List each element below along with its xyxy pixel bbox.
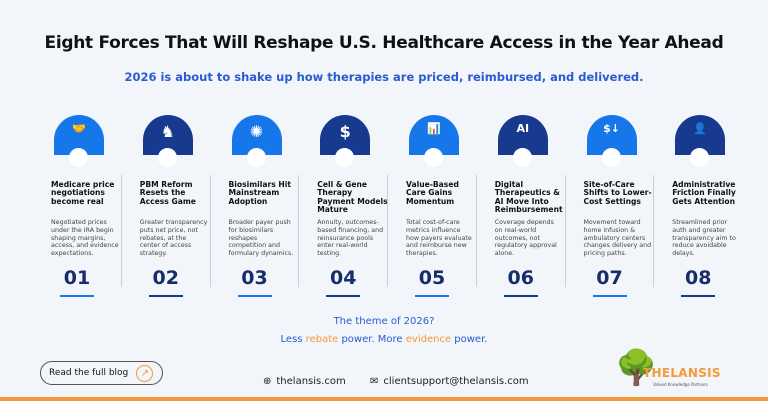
handshake-icon: 🤝: [72, 122, 86, 135]
page-title: Eight Forces That Will Reshape U.S. Heal…: [44, 33, 724, 53]
force-number: 01: [63, 267, 91, 289]
connector-dot: [157, 148, 177, 167]
dollar-document-icon: $: [339, 122, 351, 141]
number-underline: [415, 295, 449, 297]
force-heading: Biosimilars Hit Mainstream Adoption: [228, 180, 291, 206]
arrow-up-right-icon: ↗: [136, 364, 154, 382]
force-number: 04: [330, 267, 357, 289]
connector-dot: [424, 148, 443, 167]
number-underline: [326, 295, 361, 297]
column-divider: [209, 175, 211, 287]
forces-list: 🤝 Medicare price negotiations become rea…: [33, 113, 743, 303]
theme-evidence: evidence: [405, 334, 452, 345]
force-card: 👤 Administrative Friction Finally Gets A…: [654, 113, 743, 303]
theme-statement: Less rebate power. More evidence power.: [0, 334, 768, 345]
growth-idea-icon: ✺: [249, 122, 264, 141]
force-heading: Cell & Gene Therapy Payment Models Matur…: [317, 180, 388, 214]
email-text: clientsupport@thelansis.com: [383, 376, 529, 387]
website-link[interactable]: ⊕ thelansis.com: [263, 376, 346, 387]
page-subtitle: 2026 is about to shake up how therapies …: [124, 70, 644, 84]
force-description: Total cost-of-care metrics influence how…: [406, 219, 472, 258]
force-heading: Administrative Friction Finally Gets Att…: [672, 180, 736, 206]
number-underline: [503, 295, 538, 297]
force-number: 05: [418, 267, 446, 289]
force-number: 06: [507, 267, 534, 289]
cost-down-icon: $↓: [603, 122, 620, 135]
force-card: ✺ Biosimilars Hit Mainstream Adoption Br…: [211, 113, 300, 303]
thelansis-logo: 🌳 THELANSIS Valued Knowledge Partners: [615, 348, 735, 398]
read-blog-button[interactable]: Read the full blog ↗: [40, 361, 163, 385]
force-description: Coverage depends on real-world outcomes,…: [494, 219, 557, 258]
connector-dot: [335, 148, 355, 167]
number-underline: [60, 295, 94, 297]
column-divider: [564, 175, 566, 287]
logo-tagline: Valued Knowledge Partners: [653, 382, 708, 387]
connector-dot: [512, 148, 532, 167]
logo-name: THELANSIS: [643, 366, 721, 380]
force-card: AI Digital Therapeutics & AI Move Into R…: [477, 113, 566, 303]
force-number: 02: [152, 267, 179, 289]
column-divider: [120, 175, 122, 287]
read-blog-label: Read the full blog: [49, 368, 129, 378]
force-heading: Digital Therapeutics & AI Move Into Reim…: [494, 180, 563, 214]
force-heading: Value-Based Care Gains Momentum: [406, 180, 459, 206]
force-heading: PBM Reform Resets the Access Game: [139, 180, 196, 206]
theme-text: power. More: [338, 334, 406, 345]
force-description: Annuity, outcomes-based financing, and r…: [317, 219, 384, 258]
number-underline: [148, 295, 183, 297]
column-divider: [298, 175, 300, 287]
footer-accent-bar: [0, 397, 768, 401]
force-description: Broader payer push for biosimilars resha…: [228, 219, 294, 258]
connector-dot: [690, 148, 710, 167]
force-card: 📊 Value-Based Care Gains Momentum Total …: [388, 113, 477, 303]
theme-text: Less: [280, 334, 306, 345]
theme-rebate: rebate: [305, 334, 339, 345]
theme-text: power.: [451, 334, 488, 345]
connector-dot: [601, 148, 621, 167]
bar-chart-icon: 📊: [427, 122, 441, 135]
force-description: Greater transparency puts net price, not…: [139, 219, 208, 258]
number-underline: [592, 295, 627, 297]
globe-icon: ⊕: [263, 376, 272, 387]
force-card: $↓ Site-of-Care Shifts to Lower-Cost Set…: [566, 113, 655, 303]
force-card: ♞ PBM Reform Resets the Access Game Grea…: [122, 113, 211, 303]
website-text: thelansis.com: [276, 376, 346, 387]
connector-dot: [69, 148, 88, 167]
force-number: 08: [685, 267, 712, 289]
column-divider: [475, 175, 477, 287]
column-divider: [653, 175, 655, 287]
theme-question: The theme of 2026?: [333, 316, 435, 327]
force-description: Streamlined prior auth and greater trans…: [672, 219, 736, 258]
connector-dot: [246, 148, 266, 167]
force-description: Movement toward home infusion & ambulato…: [583, 219, 652, 258]
force-heading: Medicare price negotiations become real: [51, 180, 115, 206]
mail-icon: ✉: [370, 376, 379, 387]
force-description: Negotiated prices under the IRA begin sh…: [51, 219, 119, 258]
force-card: 🤝 Medicare price negotiations become rea…: [33, 113, 122, 303]
ai-chip-icon: AI: [516, 122, 530, 135]
force-number: 03: [241, 267, 268, 289]
force-card: $ Cell & Gene Therapy Payment Models Mat…: [299, 113, 388, 303]
number-underline: [237, 295, 272, 297]
chess-knight-icon: ♞: [160, 122, 175, 141]
number-underline: [681, 295, 716, 297]
force-heading: Site-of-Care Shifts to Lower-Cost Settin…: [583, 180, 652, 206]
email-link[interactable]: ✉ clientsupport@thelansis.com: [370, 376, 529, 387]
force-number: 07: [596, 267, 623, 289]
person-network-icon: 👤: [693, 122, 708, 135]
column-divider: [387, 175, 388, 287]
